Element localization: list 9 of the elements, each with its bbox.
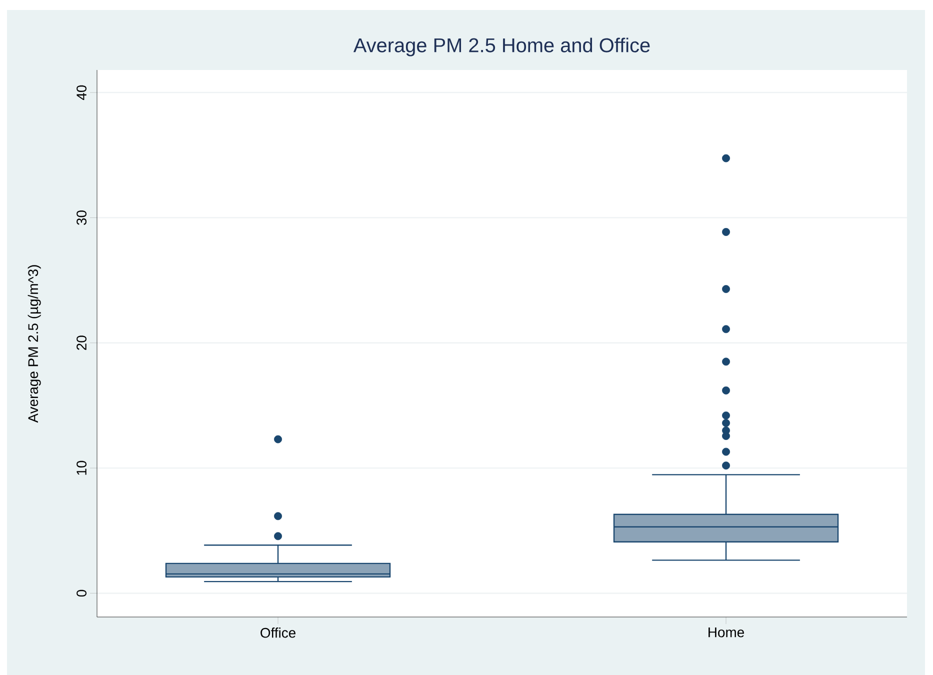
y-tick-label: 30	[76, 210, 86, 225]
y-tick-label: 40	[76, 85, 86, 100]
y-axis-title: Average PM 2.5 (µg/m^3)	[28, 265, 41, 423]
chart-title: Average PM 2.5 Home and Office	[353, 38, 650, 56]
y-tick-label: 10	[76, 460, 86, 475]
x-tick-label: Home	[708, 628, 744, 638]
y-tick-label: 0	[76, 590, 86, 597]
y-tick-label: 20	[76, 336, 86, 350]
x-tick-label: Office	[260, 628, 296, 638]
